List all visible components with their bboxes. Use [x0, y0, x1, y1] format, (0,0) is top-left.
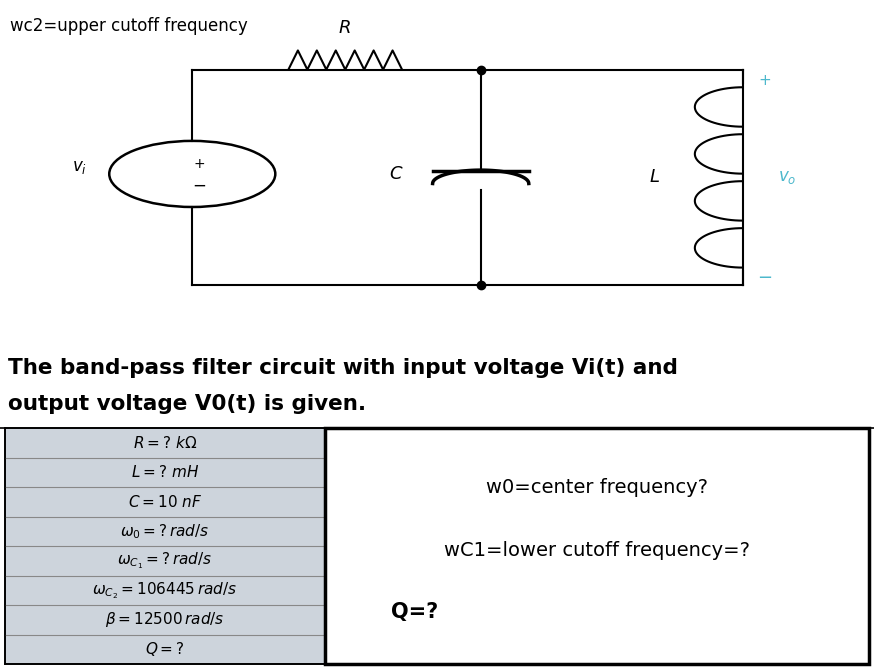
Text: $\omega_0 = ? \, rad/s$: $\omega_0 = ? \, rad/s$: [121, 522, 210, 541]
Text: $v_i$: $v_i$: [73, 158, 87, 176]
Text: $R = ? \ k\Omega$: $R = ? \ k\Omega$: [133, 435, 198, 451]
Text: C: C: [390, 165, 402, 183]
Text: $\omega_{C_1} =? \, rad/s$: $\omega_{C_1} =? \, rad/s$: [117, 551, 212, 571]
Text: −: −: [757, 270, 773, 287]
Text: wC1=lower cutoff frequency=?: wC1=lower cutoff frequency=?: [444, 541, 750, 561]
Text: $L = ? \ mH$: $L = ? \ mH$: [131, 464, 199, 480]
Text: $Q = ?$: $Q = ?$: [145, 640, 184, 658]
Bar: [5, 428, 325, 664]
Text: The band-pass filter circuit with input voltage Vi(t) and: The band-pass filter circuit with input …: [8, 358, 678, 378]
Text: $\beta = 12500 \, rad/s$: $\beta = 12500 \, rad/s$: [105, 610, 225, 630]
Text: Q=?: Q=?: [392, 602, 439, 622]
Text: L: L: [650, 169, 660, 187]
Text: −: −: [192, 177, 206, 195]
Text: $v_o$: $v_o$: [778, 169, 796, 187]
Text: wc2=upper cutoff frequency: wc2=upper cutoff frequency: [10, 17, 248, 35]
Text: R: R: [339, 19, 351, 37]
Text: $C = 10 \ nF$: $C = 10 \ nF$: [128, 494, 202, 510]
Bar: [325, 428, 869, 664]
Text: +: +: [193, 157, 205, 171]
Text: output voltage V0(t) is given.: output voltage V0(t) is given.: [8, 394, 366, 414]
Text: w0=center frequency?: w0=center frequency?: [486, 478, 708, 496]
Text: $\omega_{C_2} = 106445 \, rad/s$: $\omega_{C_2} = 106445 \, rad/s$: [93, 580, 238, 601]
Text: +: +: [759, 72, 771, 88]
